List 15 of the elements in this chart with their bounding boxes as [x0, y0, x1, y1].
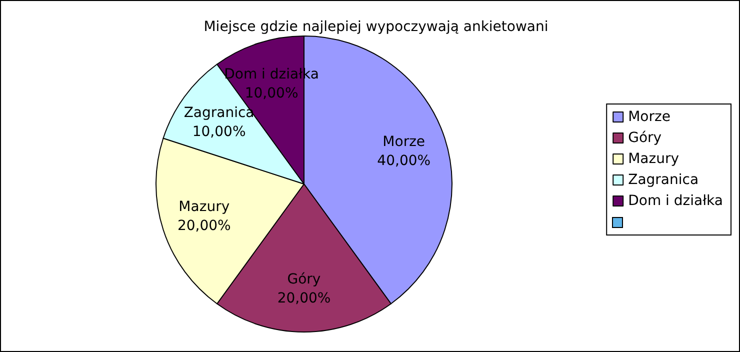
- data-label: 20,00%: [277, 290, 331, 306]
- slice-label: Góry: [287, 272, 321, 288]
- legend-label: Dom i działka: [628, 193, 724, 209]
- data-label: 40,00%: [377, 153, 431, 170]
- legend-label: Morze: [628, 109, 670, 125]
- legend-label: Zagranica: [628, 172, 699, 188]
- data-label: 10,00%: [192, 124, 246, 140]
- slice-label: Morze: [382, 134, 426, 150]
- data-label: 20,00%: [177, 218, 231, 234]
- chart-title: Miejsce gdzie najlepiej wypoczywają ankietowani: [204, 19, 548, 35]
- slice-label: Zagranica: [184, 104, 254, 121]
- slice-label: Mazury: [178, 198, 230, 215]
- legend-label: Mazury: [628, 151, 680, 167]
- data-label: 10,00%: [244, 86, 298, 102]
- legend-label: Góry: [628, 130, 662, 146]
